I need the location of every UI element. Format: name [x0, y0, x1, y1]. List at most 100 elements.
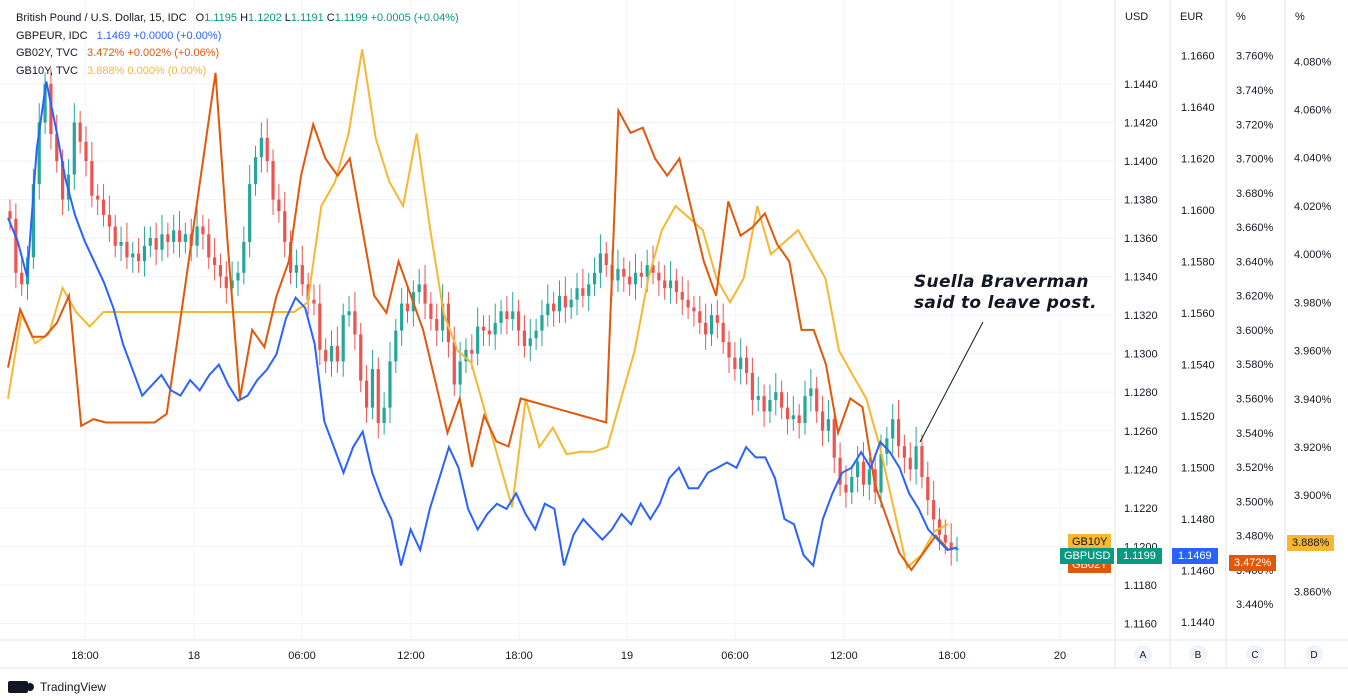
y-tick-label: 4.060%	[1294, 105, 1332, 117]
y-tick-label: 1.1660	[1181, 51, 1215, 63]
gbpeur-price-badge: 1.1469	[1172, 548, 1218, 564]
candle-body	[253, 157, 258, 185]
usd-axis-header: USD	[1125, 11, 1149, 23]
candle-body	[440, 303, 445, 331]
y-tick-label: 1.1160	[1124, 618, 1157, 630]
legend-main-symbol[interactable]: British Pound / U.S. Dollar, 15, IDC	[16, 12, 187, 24]
candle-body	[306, 284, 310, 300]
candle-body	[715, 315, 719, 323]
legend-row-gb10y: GB10Y, TVC 3.888% 0.000% (0.00%)	[16, 63, 459, 81]
y-tick-label: 3.500%	[1236, 496, 1274, 508]
candle-body	[119, 241, 123, 246]
y-tick-label: 3.640%	[1236, 256, 1274, 268]
candle-body	[201, 226, 205, 235]
candle-body	[493, 322, 497, 335]
axis-letter-button[interactable]	[1189, 645, 1207, 663]
candle-body	[166, 234, 170, 242]
candle-body	[540, 315, 544, 331]
candle-body	[598, 253, 603, 273]
candle-body	[131, 253, 135, 258]
axis-letter-button[interactable]	[1134, 645, 1152, 663]
candle-body	[417, 284, 421, 293]
y-tick-label: 4.040%	[1294, 153, 1332, 165]
legend-gb02y-label[interactable]: GB02Y, TVC	[16, 47, 78, 59]
candle-body	[43, 83, 47, 123]
candle-body	[622, 268, 626, 277]
x-tick-label: 18	[188, 650, 200, 662]
axis-letter-buttons[interactable]: A B C D	[1134, 645, 1323, 663]
open-value: 1.1195	[204, 12, 238, 24]
y-tick-label: 1.1260	[1124, 426, 1158, 438]
candle-body	[224, 276, 228, 289]
legend-gb10y-label[interactable]: GB10Y, TVC	[16, 64, 78, 77]
pct2-axis-header: %	[1295, 11, 1305, 23]
candle-body	[780, 392, 784, 408]
axis-letter-button[interactable]	[1305, 645, 1323, 663]
low-value: 1.1191	[290, 12, 324, 24]
candle-body	[522, 330, 527, 346]
footer-brand[interactable]: TradingView	[8, 680, 106, 694]
open-label: O	[195, 12, 205, 24]
legend-gb10y-value: 3.888%	[87, 64, 125, 77]
tradingview-brand-text: TradingView	[40, 680, 107, 694]
gb10y-line	[7, 49, 949, 570]
y-tick-label: 1.1500	[1181, 463, 1215, 475]
y-tick-label: 1.1220	[1124, 503, 1158, 515]
candle-body	[277, 199, 281, 212]
candle-body	[177, 230, 182, 242]
candle-body	[604, 253, 608, 266]
y-tick-label: 1.1560	[1181, 308, 1215, 320]
candle-body	[248, 184, 252, 242]
axis-letter-label: B	[1195, 650, 1202, 661]
candle-body	[90, 161, 94, 196]
y-tick-label: 3.720%	[1236, 119, 1274, 131]
x-tick-label: 12:00	[830, 650, 858, 662]
candle-body	[505, 311, 509, 320]
grid	[0, 0, 1115, 640]
x-tick-label: 12:00	[397, 650, 425, 662]
y-tick-label: 4.000%	[1294, 249, 1332, 261]
candle-body	[84, 141, 88, 162]
axis-letter-button[interactable]	[1246, 645, 1264, 663]
candle-body	[271, 161, 275, 200]
gbpusd-price-badge: 1.1199	[1117, 548, 1162, 564]
candle-body	[125, 241, 129, 258]
candle-body	[49, 83, 53, 135]
x-tick-label: 18:00	[71, 650, 99, 662]
candle-body	[733, 357, 737, 370]
candle-body	[283, 211, 287, 242]
candle-body	[394, 330, 398, 362]
y-tick-label: 3.560%	[1236, 393, 1274, 405]
candle-body	[587, 284, 591, 296]
candle-body	[937, 519, 942, 535]
x-tick-label: 18:00	[938, 650, 966, 662]
candle-body	[879, 453, 883, 493]
candle-body	[557, 295, 562, 312]
y-tick-label: 1.1280	[1124, 387, 1158, 399]
candle-body	[435, 319, 439, 331]
candle-body	[581, 288, 585, 296]
legend-gb02y-change: +0.002% (+0.06%)	[127, 47, 220, 59]
candle-body	[347, 311, 351, 316]
y-tick-label: 1.1460	[1181, 566, 1215, 578]
gbpeur-line	[7, 81, 958, 568]
candle-body	[657, 272, 661, 281]
candle-body	[207, 234, 211, 258]
candle-body	[388, 361, 392, 408]
y-tick-label: 1.1180	[1124, 580, 1157, 592]
candle-body	[902, 446, 906, 458]
candle-body	[324, 349, 328, 362]
legend-gbpeur-label[interactable]: GBPEUR, IDC	[16, 29, 88, 42]
candle-body	[645, 265, 649, 277]
candle-body	[803, 396, 807, 424]
candle-body	[78, 122, 82, 142]
y-tick-label: 1.1380	[1124, 195, 1158, 207]
candle-body	[481, 326, 486, 331]
candle-body	[172, 230, 176, 242]
candle-body	[218, 265, 223, 277]
y-tick-label: 3.620%	[1236, 291, 1274, 303]
gb10y-name-badge: GB10Y	[1068, 534, 1112, 550]
candle-body	[230, 280, 234, 289]
y-tick-label: 3.860%	[1294, 587, 1332, 599]
